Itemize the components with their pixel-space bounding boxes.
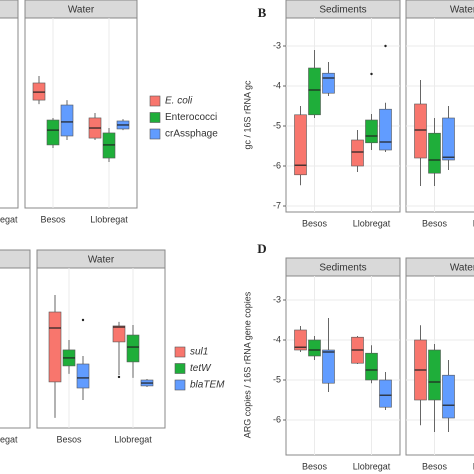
cropped-label: egat [0,434,18,444]
facet-title: Water [68,5,95,16]
x-tick-label: Besos [40,214,66,224]
box [428,349,441,401]
y-tick-label: -3 [273,40,281,50]
box [308,67,321,116]
box [442,374,455,419]
y-tick-label: -5 [273,374,281,384]
box [294,329,307,351]
facet-title: Water [450,5,474,16]
box [322,349,335,384]
y-tick-label: -5 [273,120,281,130]
legend-key [149,112,161,123]
facet-title: Water [88,255,115,266]
box [365,352,378,381]
y-tick-label: -3 [273,294,281,304]
x-tick-label: Besos [56,434,82,444]
legend-label: Enterococci [165,112,217,123]
legend-key [149,95,161,107]
legend-key [174,363,186,374]
box [322,72,335,94]
facet-title: Sediments [319,263,366,274]
outlier [384,44,387,48]
x-tick-label: Llobregat [114,434,152,444]
box [76,363,90,389]
y-axis-label: ARG copies / 16S rRNA gene copies [242,291,252,438]
panel-label: D [257,241,266,256]
legend-label: tetW [190,363,212,374]
legend-label: blaTEM [190,380,225,391]
cropped-strip [0,249,31,269]
cropped-panel [0,267,31,429]
x-tick-label: Besos [302,218,328,228]
y-axis-label: gc / 16S rRNA gc [242,80,252,150]
cropped-panel [0,17,19,209]
x-tick-label: Llobregat [353,461,391,471]
box [379,379,392,408]
panel [24,17,138,209]
y-tick-label: -6 [273,160,281,170]
x-tick-label: Llobregat [90,214,128,224]
legend-key [174,379,186,391]
facet-title: Water [450,263,474,274]
box [126,334,140,363]
outlier [370,72,373,76]
box [442,117,455,161]
box [308,339,321,357]
box [351,139,364,167]
panel-label: B [258,5,267,20]
x-tick-label: Besos [302,461,328,471]
y-tick-label: -6 [273,414,281,424]
cropped-label: egat [0,214,18,224]
box [48,311,62,383]
box [365,119,378,144]
facet-title: Sediments [319,5,366,16]
x-tick-label: Llobregat [473,461,474,471]
x-tick-label: Besos [422,461,448,471]
x-tick-label: Besos [422,218,448,228]
x-tick-label: Llobregat [473,218,474,228]
legend-key [174,346,186,358]
y-tick-label: -7 [273,200,281,210]
y-tick-label: -4 [273,80,281,90]
box [60,104,74,137]
box [294,114,307,176]
box [46,119,60,146]
box [379,108,392,151]
panel [285,275,401,456]
outlier [117,375,121,379]
cropped-strip [0,0,19,19]
box [414,103,427,159]
box [428,132,441,174]
x-tick-label: Llobregat [353,218,391,228]
legend-label: crAssphage [165,129,218,140]
y-tick-label: -4 [273,334,281,344]
box [112,325,126,343]
legend-label: E. coli [165,96,193,107]
legend-key [149,128,161,140]
legend-label: sul1 [190,347,208,358]
outlier [81,318,85,322]
